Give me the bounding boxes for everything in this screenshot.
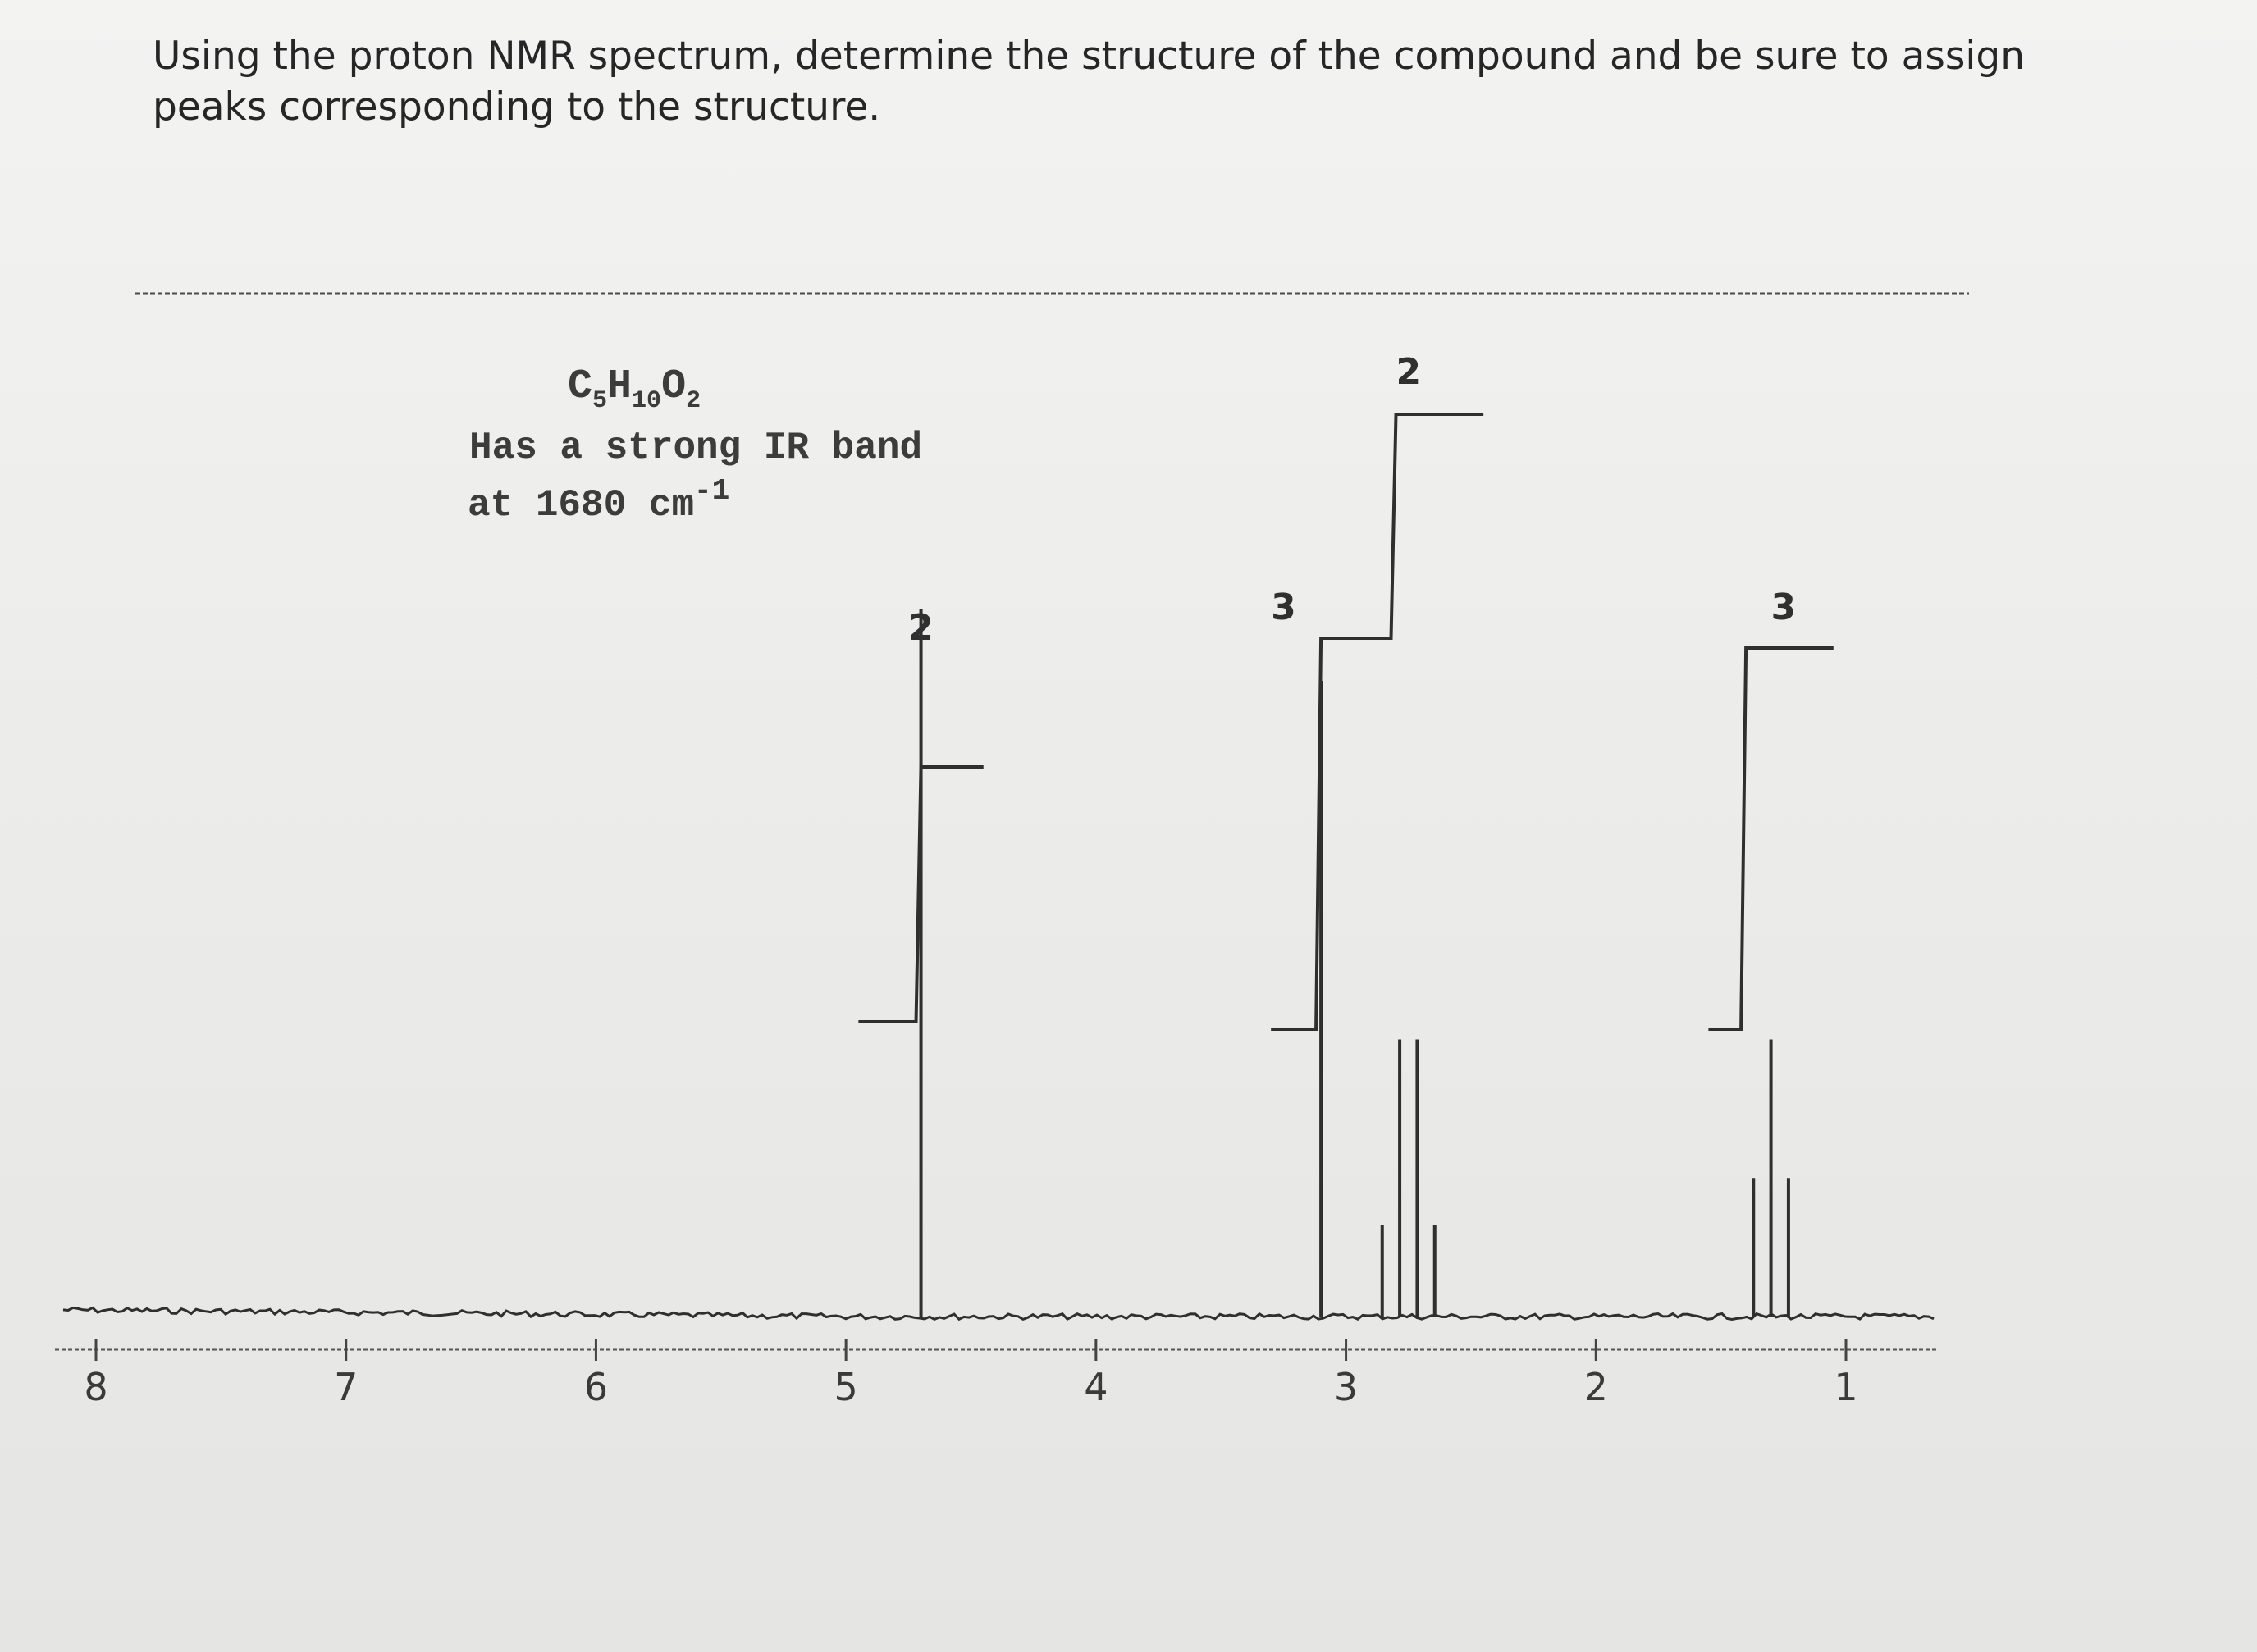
baseline [62, 1306, 1935, 1321]
formula-o-count: 2 [686, 387, 701, 415]
integration-step-2 [1341, 413, 1484, 640]
ir-note-unit-exponent: -1 [694, 474, 729, 508]
baseline-trace [62, 1306, 1935, 1321]
x-axis: 8 7 6 5 4 3 2 1 [55, 1339, 1938, 1409]
integration-step-1 [1271, 637, 1384, 1031]
formula-o: O [661, 363, 686, 410]
ir-note-wavenumber: at 1680 cm [468, 484, 694, 527]
formula-c-count: 5 [592, 387, 607, 415]
integration-label-2: 2 [1396, 351, 1421, 393]
peaks [919, 609, 1790, 1317]
x-tick-label-5: 5 [834, 1365, 858, 1409]
integration-label-3: 3 [1771, 586, 1797, 628]
formula-c: C [568, 363, 592, 410]
integration-label-1: 3 [1271, 586, 1296, 628]
compound-formula: C5H10O2 [568, 363, 701, 415]
question-text: Using the proton NMR spectrum, determine… [153, 34, 2026, 130]
integration-step-3 [1708, 646, 1834, 1031]
x-tick-label-6: 6 [584, 1365, 608, 1409]
formula-h: H [607, 363, 632, 410]
integration-label-0: 2 [908, 607, 934, 649]
x-tick-label-3: 3 [1334, 1365, 1358, 1409]
x-tick-label-8: 8 [84, 1365, 107, 1409]
x-tick-label-1: 1 [1834, 1365, 1857, 1409]
x-tick-label-4: 4 [1084, 1365, 1108, 1409]
integration-step-0 [858, 765, 984, 1023]
x-tick-label-2: 2 [1584, 1365, 1608, 1409]
integration-curves: 2 3 2 3 [858, 351, 1834, 1031]
formula-h-count: 10 [632, 387, 661, 415]
x-tick-label-7: 7 [334, 1365, 358, 1409]
ir-note-line2: at 1680 cm-1 [468, 474, 729, 527]
ir-note-line1: Has a strong IR band [469, 427, 922, 469]
